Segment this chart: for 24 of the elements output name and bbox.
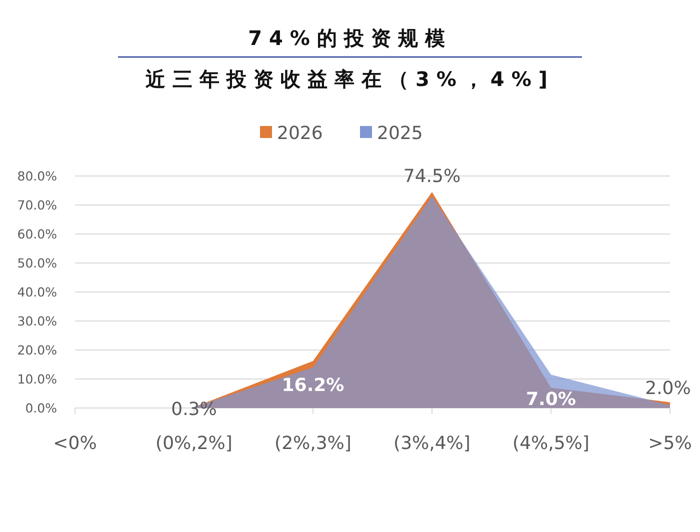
x-tick-label: (0%,2%] — [156, 433, 232, 454]
y-tick-label: 40.0% — [17, 284, 58, 300]
y-tick-label: 0.0% — [25, 400, 58, 416]
y-tick-label: 20.0% — [17, 342, 58, 358]
legend-label: 2026 — [277, 123, 323, 144]
x-tick-label: (3%,4%] — [394, 433, 470, 454]
y-tick-label: 10.0% — [17, 372, 58, 386]
data-label: 7.0% — [526, 388, 576, 410]
y-tick-label: 50.0% — [17, 256, 58, 270]
x-tick-label: (2%,3%] — [274, 433, 352, 454]
data-label: 74.5% — [403, 166, 461, 187]
y-tick-label: 70.0% — [17, 198, 58, 212]
chart-subtitle: 近三年投资收益率在（3%，4%] — [144, 67, 555, 91]
data-label: 16.2% — [282, 375, 344, 396]
data-label: 0.3% — [171, 399, 217, 420]
data-label: 2.0% — [645, 378, 691, 400]
x-tick-label: >5% — [648, 433, 692, 454]
y-tick-label: 30.0% — [17, 314, 58, 328]
x-tick-label: (4%,5%] — [512, 433, 590, 454]
y-tick-label: 80.0% — [17, 168, 58, 184]
y-tick-label: 60.0% — [17, 226, 58, 242]
chart-title: 74%的投资规模 — [248, 26, 452, 50]
x-tick-label: <0% — [53, 433, 97, 454]
legend-label: 2025 — [377, 123, 423, 144]
